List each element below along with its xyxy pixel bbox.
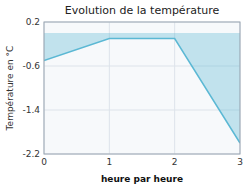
- plot-area: [44, 33, 240, 143]
- x-tick-label: 2: [172, 157, 178, 167]
- y-tick-label: -0.6: [22, 61, 40, 71]
- area: [44, 33, 240, 143]
- y-axis-label: Température en °C: [5, 46, 15, 132]
- x-tick-label: 3: [237, 157, 243, 167]
- y-tick-label: -1.4: [22, 105, 40, 115]
- chart: 0.2 -0.6 -1.4 -2.20 1 2 3 Evolution de la tempé…: [0, 0, 250, 188]
- grid-line-y: [44, 110, 240, 111]
- grid-line-x: [174, 22, 175, 154]
- x-tick-label: 1: [106, 157, 112, 167]
- grid-line-x: [109, 22, 110, 154]
- chart-container: 0.2 -0.6 -1.4 -2.20 1 2 3 Evolution de la tempé…: [0, 0, 250, 188]
- title: Evolution de la température: [65, 4, 220, 17]
- plot-frame: [44, 22, 240, 154]
- x-axis-label: heure par heure: [101, 174, 183, 184]
- plot-background: [44, 22, 240, 154]
- y-tick-label: -2.2: [22, 149, 40, 159]
- line: [44, 39, 240, 144]
- y-tick-label: 0.2: [26, 17, 40, 27]
- x-tick-label: 0: [41, 157, 47, 167]
